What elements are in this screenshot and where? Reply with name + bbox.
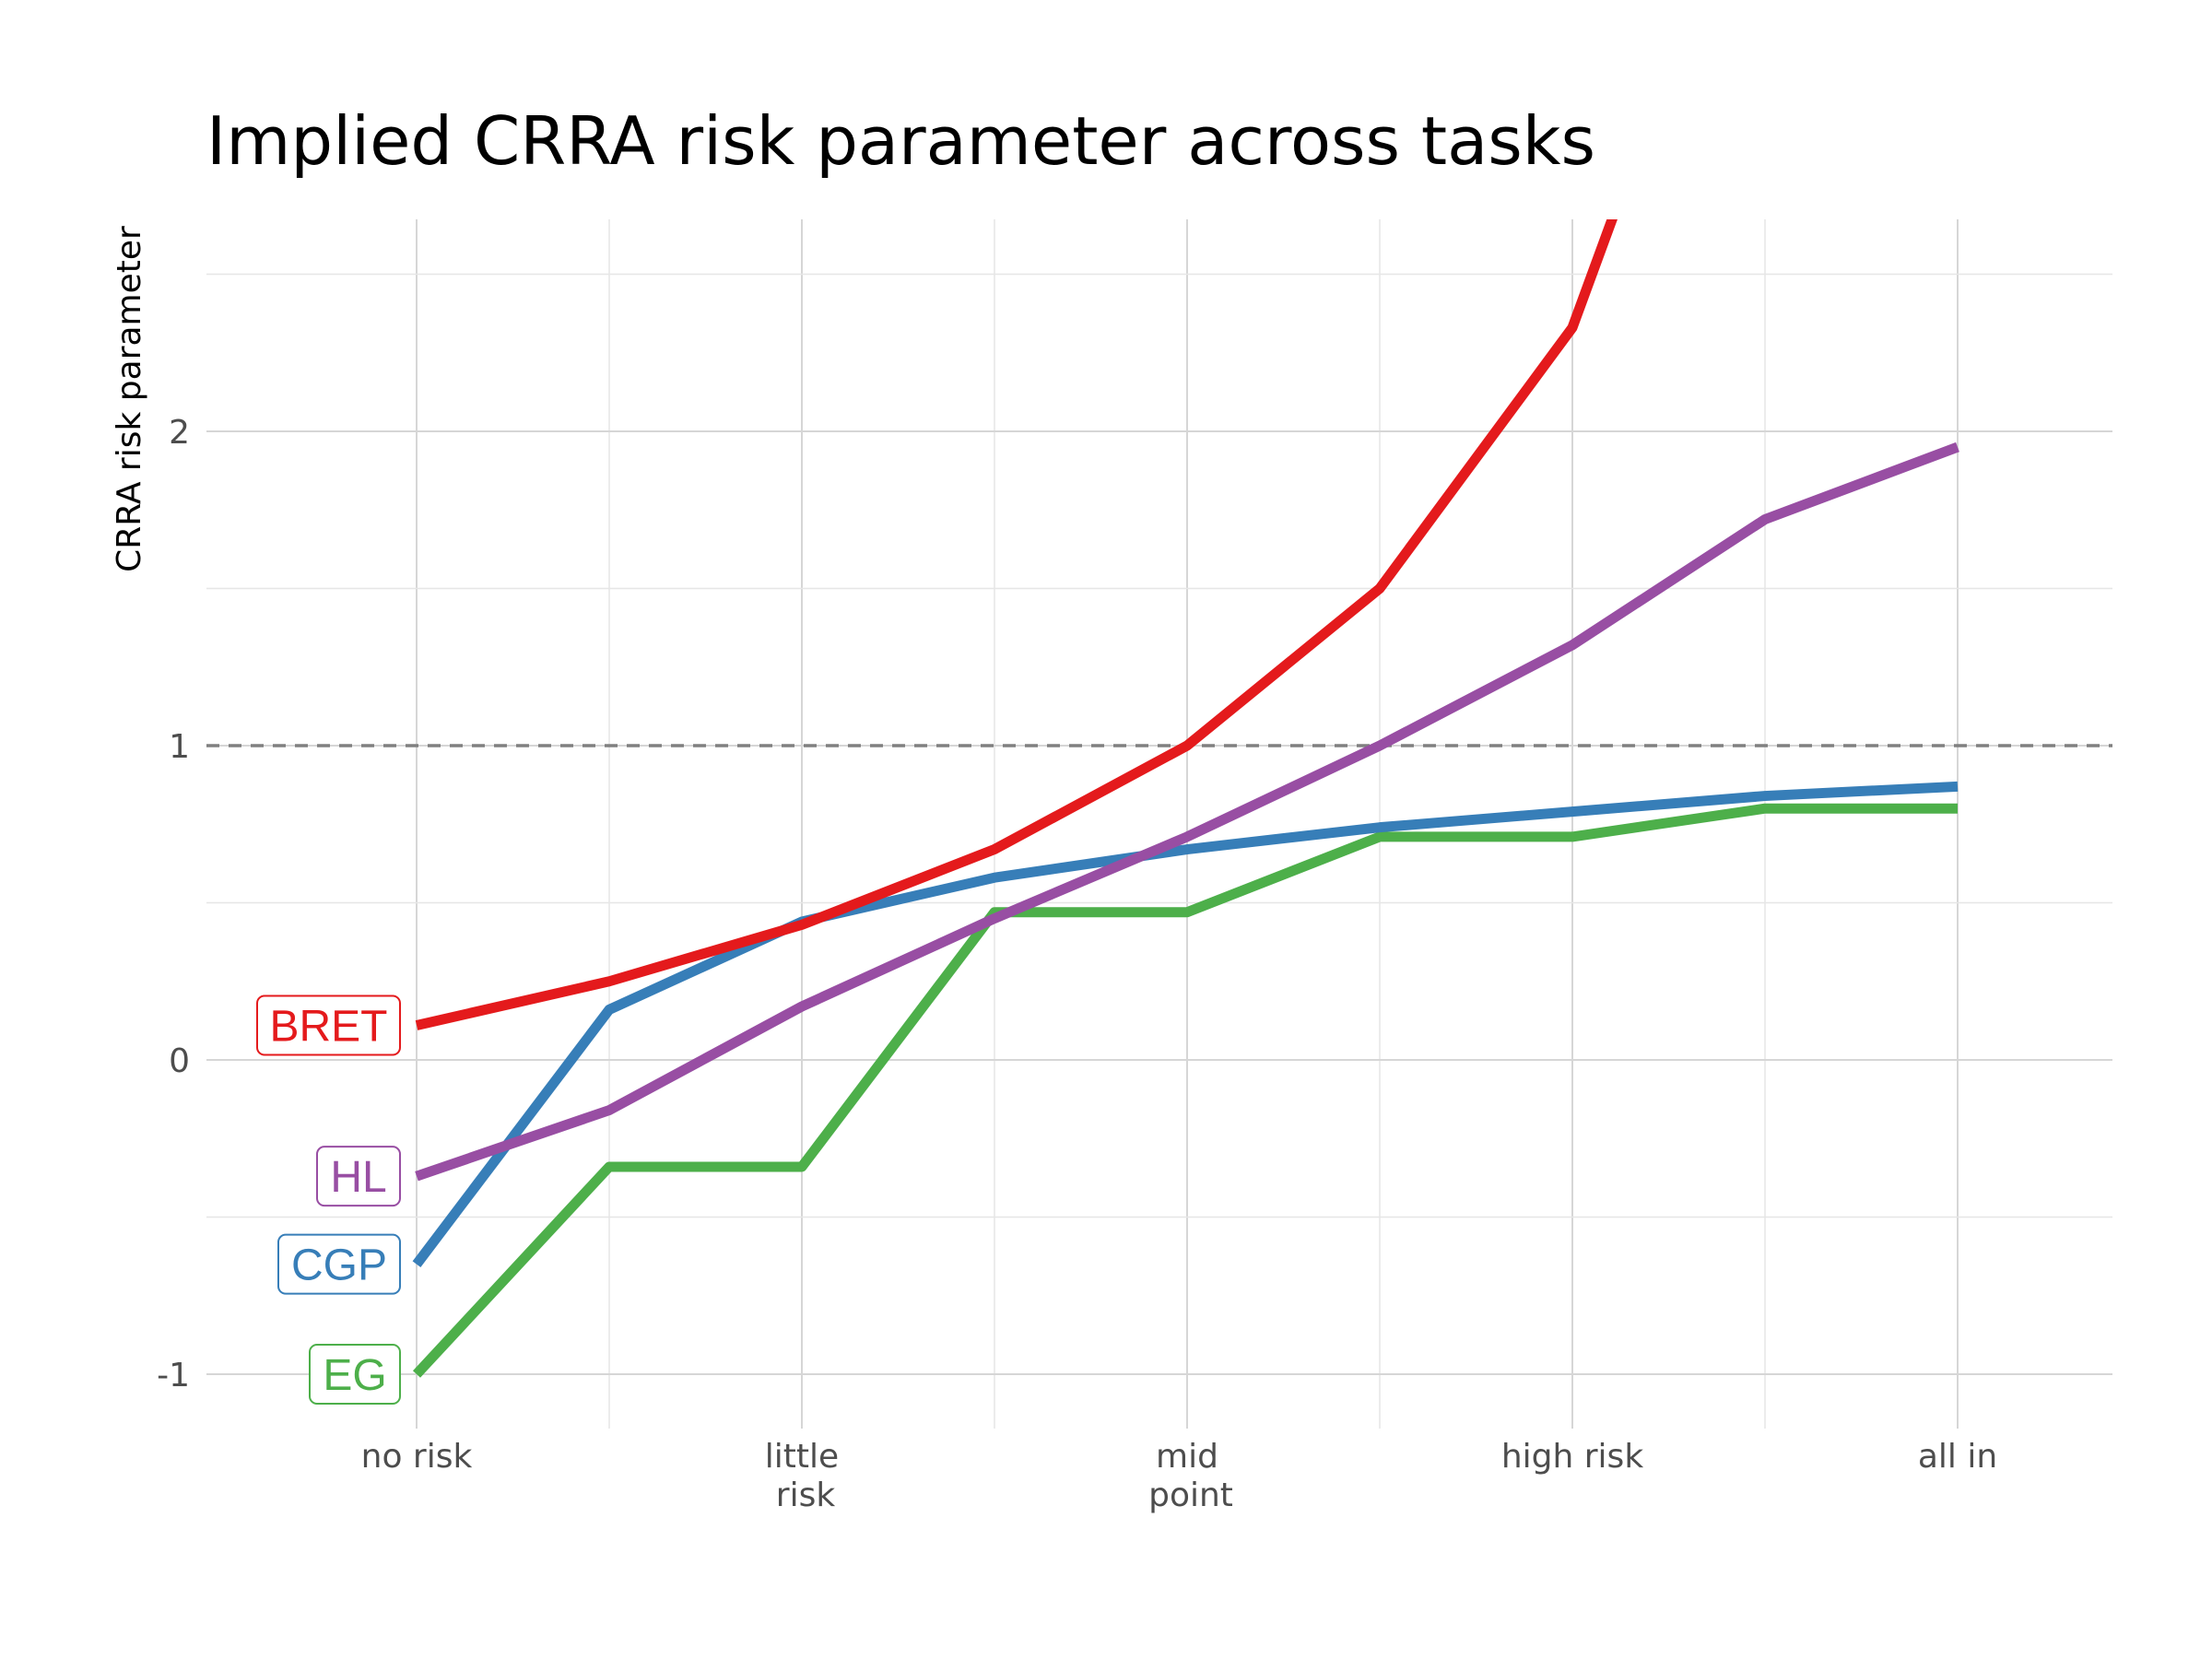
x-tick-label: high risk <box>1501 1438 1643 1476</box>
series-line-eg <box>412 803 1958 1378</box>
series-line-hl <box>415 441 1959 1182</box>
label-box <box>316 1146 401 1207</box>
label-text: CGP <box>291 1241 387 1290</box>
x-tick-label: little risk <box>765 1438 839 1514</box>
series-label-cgp: CGP <box>277 1233 401 1295</box>
chart-title: Implied CRRA risk parameter across tasks <box>206 102 1595 180</box>
x-tick-label: no risk <box>361 1438 473 1476</box>
label-box <box>256 994 401 1056</box>
y-axis-label: CRRA risk parameter <box>111 226 148 572</box>
y-tick-labels: 2 1 0 -1 <box>157 414 190 1394</box>
label-text: HL <box>330 1153 386 1202</box>
label-box <box>277 1233 401 1295</box>
y-tick-label: -1 <box>157 1357 190 1394</box>
label-text: BRET <box>269 1002 387 1051</box>
label-box <box>309 1344 401 1405</box>
y-tick-label: 1 <box>169 728 190 766</box>
series-label-hl: HL <box>316 1146 401 1207</box>
gridlines <box>206 219 2112 1429</box>
series-label-eg: EG <box>309 1344 401 1405</box>
label-text: EG <box>323 1351 386 1400</box>
x-tick-label: all in <box>1918 1438 1997 1476</box>
series-line-bret <box>415 219 1618 1030</box>
x-tick-labels: no risk little risk mid point high risk all in <box>361 1438 1998 1514</box>
y-tick-label: 2 <box>169 414 190 452</box>
series-labels: BRET HL CGP EG <box>256 994 401 1405</box>
y-tick-label: 0 <box>169 1042 190 1080</box>
series-label-bret: BRET <box>256 994 401 1056</box>
series-lines <box>412 219 1959 1378</box>
series-line-cgp <box>412 781 1959 1267</box>
x-tick-label: mid point <box>1148 1438 1233 1514</box>
